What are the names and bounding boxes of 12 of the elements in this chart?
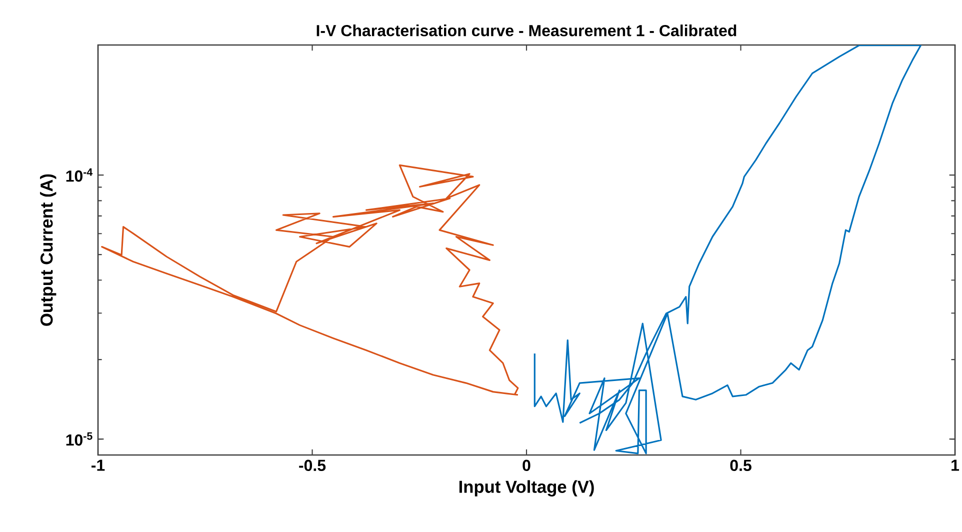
x-tick-label: -0.5 xyxy=(299,460,326,472)
x-tick-label: 1 xyxy=(952,460,960,471)
y-tick-label: 10$^{-4}$ xyxy=(66,168,93,182)
x-tick-label: 0.5 xyxy=(730,460,752,472)
x-tick-label: 0 xyxy=(522,460,530,472)
line-series xyxy=(101,164,519,396)
x-axis-title: Input Voltage (V) xyxy=(459,480,594,496)
y-tick-label: 10$^{-5}$ xyxy=(66,432,92,446)
y-axis-title: Output Current (A) xyxy=(40,174,56,326)
line-series xyxy=(534,45,922,454)
x-tick-label: -1 xyxy=(92,460,105,471)
chart-title: I-V Characterisation curve - Measurement 1 - Calibrated xyxy=(316,24,736,36)
